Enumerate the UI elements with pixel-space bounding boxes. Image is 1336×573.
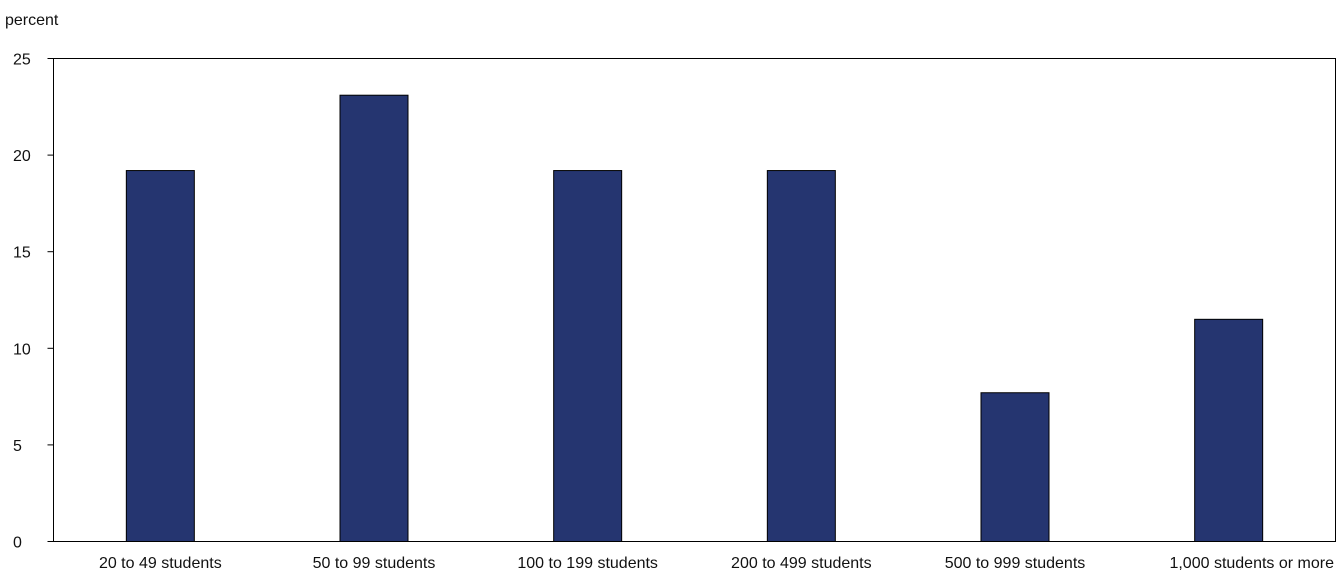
- y-tick-label: 10: [13, 341, 31, 358]
- y-tick-label: 20: [13, 148, 31, 165]
- y-tick-label: 25: [13, 52, 31, 69]
- y-axis-label: percent: [5, 12, 59, 29]
- y-tick-label: 15: [13, 245, 31, 262]
- x-tick-label: 100 to 199 students: [517, 555, 658, 572]
- bars: [125, 94, 1264, 542]
- y-axis-ticks: 0 5 10 15 20 25: [13, 52, 54, 552]
- bar: [125, 170, 195, 542]
- bar: [766, 170, 836, 542]
- y-tick-label: 5: [13, 438, 22, 455]
- x-tick-label: 200 to 499 students: [731, 555, 872, 572]
- x-tick-label: 500 to 999 students: [945, 555, 1086, 572]
- bar: [553, 170, 623, 542]
- x-tick-label: 1,000 students or more: [1169, 555, 1334, 572]
- y-tick-label: 0: [13, 535, 22, 552]
- bar: [980, 392, 1050, 542]
- x-axis-ticks: 20 to 49 students 50 to 99 students 100 to…: [99, 555, 1334, 572]
- bar: [339, 94, 409, 542]
- x-tick-label: 50 to 99 students: [313, 555, 436, 572]
- plot-area-frame: [53, 58, 1336, 542]
- x-tick-label: 20 to 49 students: [99, 555, 222, 572]
- bar: [1194, 318, 1264, 542]
